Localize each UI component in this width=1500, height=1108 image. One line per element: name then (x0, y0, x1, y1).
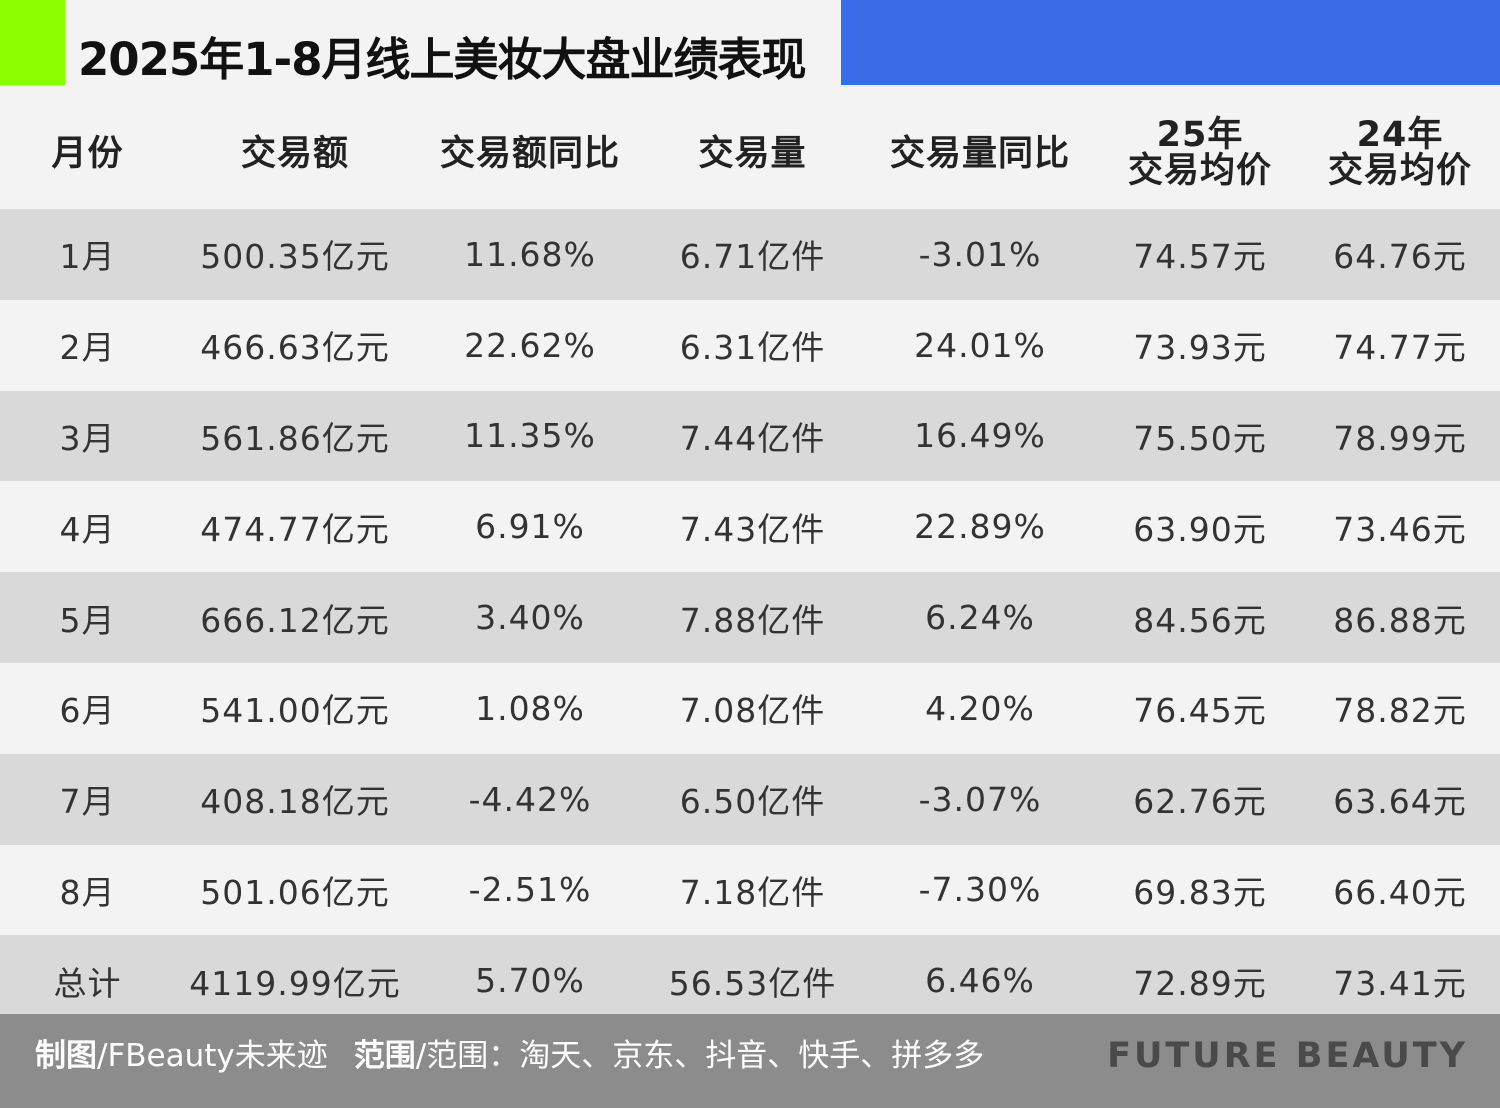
scope-value: /范围：淘天、京东、抖音、快手、拼多多 (415, 1038, 985, 1074)
footer: 制图/FBeauty未来迹 范围/范围：淘天、京东、抖音、快手、拼多多 FUTUR… (0, 1014, 1500, 1108)
cell-month: 1月 (0, 209, 175, 300)
cell-avg-price-25: 69.83元 (1100, 844, 1300, 936)
cell-month: 4月 (0, 481, 175, 573)
cell-gmv-yoy: -4.42% (415, 753, 645, 845)
cell-gmv: 541.00亿元 (175, 662, 415, 754)
table-header-row: 月份 交易额 交易额同比 交易量 交易量同比 25年 交易均价 24年 交易均价 (0, 98, 1500, 209)
cell-avg-price-24: 73.41元 (1300, 935, 1500, 1027)
cell-volume: 7.88亿件 (645, 572, 860, 663)
chart-by-label: 制图 (35, 1038, 97, 1074)
cell-month: 5月 (0, 572, 175, 663)
cell-avg-price-25: 63.90元 (1100, 481, 1300, 573)
header-gmv-yoy: 交易额同比 (415, 98, 645, 209)
cell-gmv: 4119.99亿元 (175, 935, 415, 1027)
cell-volume: 6.50亿件 (645, 753, 860, 845)
table-row: 3月 561.86亿元 11.35% 7.44亿件 16.49% 75.50元 78.99元 (0, 390, 1500, 482)
cell-avg-price-25: 74.57元 (1100, 209, 1300, 300)
footer-credits: 制图/FBeauty未来迹 范围/范围：淘天、京东、抖音、快手、拼多多 (35, 1014, 984, 1098)
cell-avg-price-25: 76.45元 (1100, 662, 1300, 754)
cell-volume: 6.71亿件 (645, 209, 860, 300)
cell-avg-price-24: 63.64元 (1300, 753, 1500, 845)
header-avg-price-24-line1: 24年 (1356, 115, 1444, 155)
table-row: 2月 466.63亿元 22.62% 6.31亿件 24.01% 73.93元 74.77元 (0, 299, 1500, 391)
blue-accent-block (841, 0, 1500, 85)
cell-avg-price-24: 66.40元 (1300, 844, 1500, 936)
cell-gmv-yoy: 5.70% (415, 935, 645, 1027)
table-row: 总计 4119.99亿元 5.70% 56.53亿件 6.46% 72.89元 73.41元 (0, 935, 1500, 1027)
cell-avg-price-25: 72.89元 (1100, 935, 1300, 1027)
cell-avg-price-24: 64.76元 (1300, 209, 1500, 300)
scope-label: 范围 (353, 1038, 416, 1074)
cell-gmv: 466.63亿元 (175, 299, 415, 391)
cell-gmv-yoy: 11.68% (415, 209, 645, 300)
brand-logo-text: FUTURE BEAUTY (1107, 1036, 1468, 1076)
cell-avg-price-25: 84.56元 (1100, 572, 1300, 663)
header-volume: 交易量 (645, 98, 860, 209)
table-row: 7月 408.18亿元 -4.42% 6.50亿件 -3.07% 62.76元 63.64元 (0, 753, 1500, 845)
header-volume-yoy: 交易量同比 (860, 98, 1100, 209)
table-row: 1月 500.35亿元 11.68% 6.71亿件 -3.01% 74.57元 64.76元 (0, 209, 1500, 300)
table-row: 6月 541.00亿元 1.08% 7.08亿件 4.20% 76.45元 78.82元 (0, 662, 1500, 754)
cell-volume-yoy: 4.20% (860, 662, 1100, 754)
cell-volume: 56.53亿件 (645, 935, 860, 1027)
cell-volume: 7.44亿件 (645, 390, 860, 482)
green-accent-block (0, 0, 65, 85)
header-avg-price-25-line1: 25年 (1156, 115, 1244, 155)
cell-volume: 7.08亿件 (645, 662, 860, 754)
chart-by-value: /FBeauty未来迹 (97, 1038, 328, 1074)
cell-gmv-yoy: 22.62% (415, 299, 645, 391)
table-row: 5月 666.12亿元 3.40% 7.88亿件 6.24% 84.56元 86.88元 (0, 572, 1500, 663)
cell-gmv-yoy: 6.91% (415, 481, 645, 573)
cell-avg-price-25: 73.93元 (1100, 299, 1300, 391)
cell-gmv: 474.77亿元 (175, 481, 415, 573)
data-table: 月份 交易额 交易额同比 交易量 交易量同比 25年 交易均价 24年 交易均价 1… (0, 98, 1500, 1027)
cell-volume-yoy: 16.49% (860, 390, 1100, 482)
cell-avg-price-24: 73.46元 (1300, 481, 1500, 573)
cell-month: 7月 (0, 753, 175, 845)
cell-month: 2月 (0, 299, 175, 391)
cell-volume: 7.43亿件 (645, 481, 860, 573)
cell-avg-price-24: 74.77元 (1300, 299, 1500, 391)
cell-volume: 6.31亿件 (645, 299, 860, 391)
cell-gmv: 666.12亿元 (175, 572, 415, 663)
header-avg-price-25-line2: 交易均价 (1127, 151, 1272, 191)
header-avg-price-24: 24年 交易均价 (1300, 98, 1500, 209)
cell-avg-price-24: 78.82元 (1300, 662, 1500, 754)
cell-volume: 7.18亿件 (645, 844, 860, 936)
cell-gmv-yoy: 3.40% (415, 572, 645, 663)
cell-gmv-yoy: -2.51% (415, 844, 645, 936)
table-row: 8月 501.06亿元 -2.51% 7.18亿件 -7.30% 69.83元 66.40元 (0, 844, 1500, 936)
cell-volume-yoy: 24.01% (860, 299, 1100, 391)
cell-avg-price-25: 62.76元 (1100, 753, 1300, 845)
cell-volume-yoy: 6.24% (860, 572, 1100, 663)
cell-month: 3月 (0, 390, 175, 482)
cell-volume-yoy: -7.30% (860, 844, 1100, 936)
cell-month: 6月 (0, 662, 175, 754)
cell-avg-price-24: 78.99元 (1300, 390, 1500, 482)
cell-volume-yoy: 22.89% (860, 481, 1100, 573)
cell-gmv: 501.06亿元 (175, 844, 415, 936)
cell-month: 总计 (0, 935, 175, 1027)
cell-avg-price-24: 86.88元 (1300, 572, 1500, 663)
cell-volume-yoy: 6.46% (860, 935, 1100, 1027)
cell-volume-yoy: -3.07% (860, 753, 1100, 845)
cell-gmv-yoy: 11.35% (415, 390, 645, 482)
cell-volume-yoy: -3.01% (860, 209, 1100, 300)
cell-gmv: 408.18亿元 (175, 753, 415, 845)
table-body: 1月 500.35亿元 11.68% 6.71亿件 -3.01% 74.57元 64.76元… (0, 209, 1500, 1027)
cell-month: 8月 (0, 844, 175, 936)
cell-gmv: 500.35亿元 (175, 209, 415, 300)
header-month: 月份 (0, 98, 175, 209)
title-bar: 2025年1-8月线上美妆大盘业绩表现 (0, 0, 1500, 86)
header-avg-price-25: 25年 交易均价 (1100, 98, 1300, 209)
cell-avg-price-25: 75.50元 (1100, 390, 1300, 482)
table-row: 4月 474.77亿元 6.91% 7.43亿件 22.89% 63.90元 73.46元 (0, 481, 1500, 573)
header-avg-price-24-line2: 交易均价 (1327, 151, 1472, 191)
cell-gmv-yoy: 1.08% (415, 662, 645, 754)
cell-gmv: 561.86亿元 (175, 390, 415, 482)
page-title: 2025年1-8月线上美妆大盘业绩表现 (78, 33, 807, 86)
header-gmv: 交易额 (175, 98, 415, 209)
